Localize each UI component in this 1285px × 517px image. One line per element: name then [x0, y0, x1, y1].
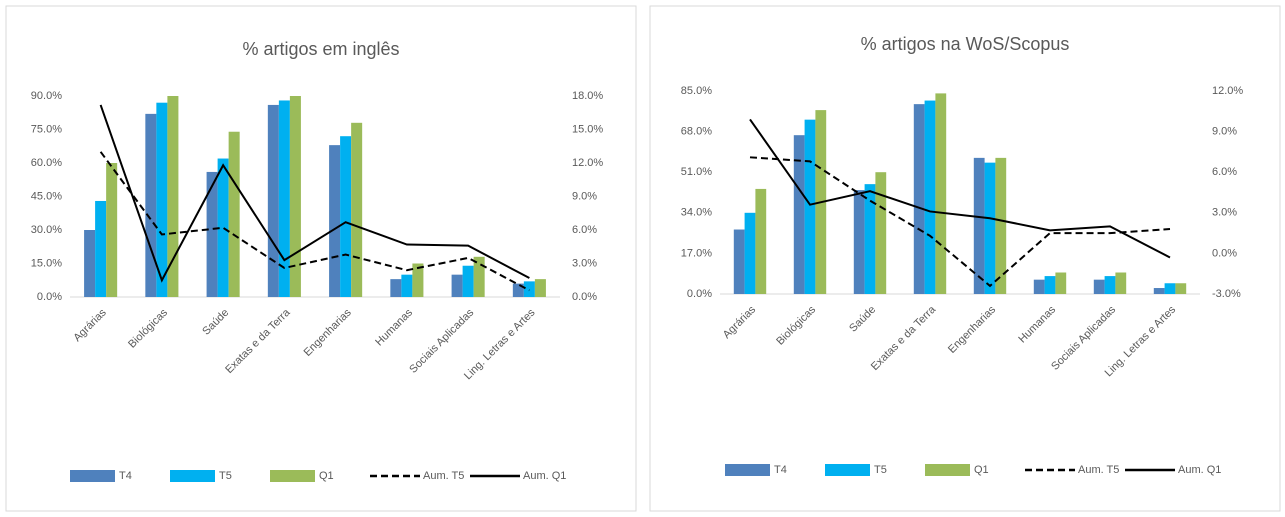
bar [935, 93, 947, 294]
chart-title: % artigos em inglês [242, 39, 399, 59]
legend-swatch [925, 464, 970, 476]
y2-tick-label: 0.0% [572, 291, 597, 303]
bar [853, 190, 865, 294]
y-tick-label: 51.0% [681, 166, 712, 178]
bar [733, 229, 745, 294]
y-tick-label: 68.0% [681, 126, 712, 138]
legend-swatch [725, 464, 770, 476]
bar [462, 265, 474, 297]
bar [217, 158, 229, 297]
y2-tick-label: 18.0% [572, 90, 603, 102]
legend-swatch [170, 470, 215, 482]
legend-swatch [270, 470, 315, 482]
bar [512, 283, 524, 297]
y2-tick-label: -3.0% [1212, 288, 1241, 300]
bar [412, 263, 424, 297]
line-series [99, 104, 530, 283]
y2-tick-label: 15.0% [572, 123, 603, 135]
legend-label: T5 [219, 470, 232, 482]
bar [793, 135, 805, 294]
bar [206, 171, 218, 297]
y-tick-label: 17.0% [681, 247, 712, 259]
bar [875, 172, 887, 294]
legend-swatch [70, 470, 115, 482]
bar [523, 281, 535, 297]
bar [744, 212, 756, 294]
legend-label: Aum. T5 [1078, 464, 1119, 476]
line-series [749, 156, 1171, 288]
bar [473, 256, 485, 297]
line-series [749, 118, 1171, 259]
legend-label: T5 [874, 464, 887, 476]
bar [156, 102, 168, 297]
chart-title: % artigos na WoS/Scopus [861, 34, 1070, 54]
y2-tick-label: 0.0% [1212, 247, 1237, 259]
bar [1044, 276, 1056, 294]
y2-tick-label: 6.0% [572, 224, 597, 236]
y2-tick-label: 9.0% [572, 190, 597, 202]
legend-label: T4 [119, 470, 132, 482]
y-tick-label: 15.0% [31, 257, 62, 269]
legend-label: T4 [774, 464, 787, 476]
bar [228, 131, 240, 297]
y-tick-label: 90.0% [31, 90, 62, 102]
bar [973, 157, 985, 294]
bar [534, 279, 546, 297]
y2-tick-label: 12.0% [1212, 85, 1243, 97]
y-tick-label: 75.0% [31, 123, 62, 135]
bar [1175, 283, 1187, 294]
bar [451, 274, 463, 297]
line-series [99, 151, 530, 292]
bar [289, 96, 301, 297]
y-tick-label: 60.0% [31, 157, 62, 169]
bar [278, 100, 290, 297]
bar [755, 188, 767, 294]
y2-tick-label: 6.0% [1212, 166, 1237, 178]
bar [984, 162, 996, 294]
bar [1093, 279, 1105, 294]
bar [106, 163, 118, 297]
bar [1153, 288, 1165, 294]
y-tick-label: 34.0% [681, 207, 712, 219]
bar [401, 274, 413, 297]
y-tick-label: 30.0% [31, 224, 62, 236]
bar [145, 113, 157, 297]
bar [84, 230, 96, 297]
bar [913, 104, 925, 294]
bar [329, 145, 341, 297]
y2-tick-label: 3.0% [1212, 207, 1237, 219]
y-tick-label: 0.0% [687, 288, 712, 300]
legend-swatch [825, 464, 870, 476]
bars [84, 96, 546, 297]
bar [995, 157, 1007, 294]
legend-label: Q1 [974, 464, 989, 476]
y2-tick-label: 3.0% [572, 257, 597, 269]
bar [351, 122, 363, 297]
bar [1164, 283, 1176, 294]
bar [864, 184, 876, 294]
y-tick-label: 45.0% [31, 190, 62, 202]
bar [924, 100, 936, 294]
legend-label: Aum. T5 [423, 470, 464, 482]
legend-label: Aum. Q1 [1178, 464, 1221, 476]
y-tick-label: 85.0% [681, 85, 712, 97]
bar [1033, 279, 1045, 294]
bar [167, 96, 179, 297]
bar [267, 104, 279, 297]
y-tick-label: 0.0% [37, 291, 62, 303]
bar [1055, 272, 1067, 294]
bar [390, 279, 402, 297]
legend-label: Q1 [319, 470, 334, 482]
bar [1104, 276, 1116, 294]
y2-tick-label: 9.0% [1212, 126, 1237, 138]
bar [1115, 272, 1127, 294]
bar [340, 136, 352, 297]
legend-label: Aum. Q1 [523, 470, 566, 482]
y2-tick-label: 12.0% [572, 157, 603, 169]
bar [804, 119, 816, 294]
bar [95, 200, 107, 297]
